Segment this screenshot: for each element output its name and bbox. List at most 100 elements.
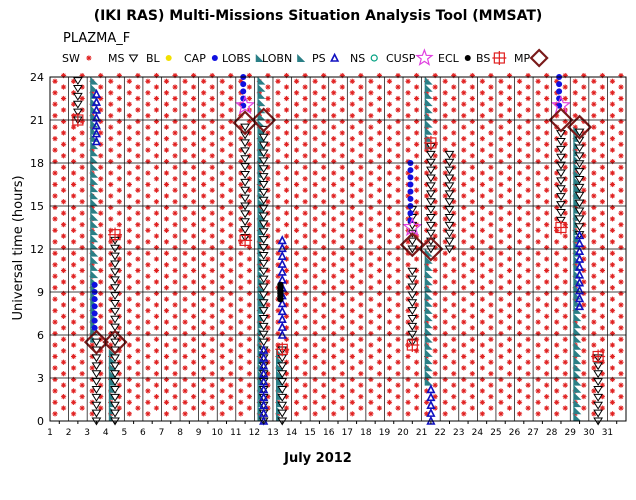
sw-mark bbox=[153, 348, 160, 354]
sw-mark bbox=[488, 130, 494, 136]
sw-mark bbox=[516, 353, 523, 360]
sw-mark bbox=[70, 227, 77, 233]
sw-mark bbox=[331, 193, 337, 199]
sw-mark bbox=[591, 239, 597, 245]
sw-mark bbox=[451, 153, 457, 159]
sw-mark bbox=[79, 348, 85, 354]
lob-mark bbox=[424, 105, 433, 114]
ms-mark bbox=[110, 362, 120, 371]
sw-mark bbox=[201, 90, 207, 96]
sw-mark bbox=[108, 227, 114, 233]
sw-mark bbox=[461, 353, 467, 360]
legend-label-ps: PS bbox=[312, 52, 326, 65]
sw-mark bbox=[339, 359, 345, 365]
sw-mark bbox=[554, 273, 560, 279]
sw-mark bbox=[599, 325, 606, 331]
sw-mark bbox=[163, 250, 170, 256]
ms-mark bbox=[574, 152, 585, 161]
chart-subtitle: PLAZMA_F bbox=[63, 31, 130, 46]
ms-mark bbox=[110, 378, 120, 387]
sw-mark bbox=[376, 141, 383, 147]
sw-mark bbox=[413, 164, 420, 170]
sw-mark bbox=[442, 388, 448, 394]
sw-mark bbox=[302, 84, 308, 90]
sw-mark bbox=[312, 262, 318, 268]
sw-mark bbox=[386, 411, 393, 417]
x-tick-label-6: 6 bbox=[140, 428, 146, 438]
sw-mark bbox=[358, 394, 364, 400]
lob-mark bbox=[257, 83, 266, 92]
sw-mark bbox=[219, 101, 225, 107]
ns-mark bbox=[91, 96, 102, 106]
sw-mark bbox=[246, 267, 252, 274]
sw-mark bbox=[52, 285, 58, 291]
sw-mark bbox=[591, 262, 597, 268]
sw-mark bbox=[544, 233, 550, 239]
sw-mark bbox=[79, 405, 85, 411]
sw-mark bbox=[442, 308, 448, 314]
sw-mark bbox=[581, 325, 587, 331]
sw-mark bbox=[498, 411, 504, 417]
sw-mark bbox=[609, 181, 616, 188]
sw-mark bbox=[283, 176, 290, 182]
lob-mark bbox=[424, 370, 433, 379]
cap-mark bbox=[407, 167, 414, 174]
sw-mark bbox=[98, 302, 104, 308]
sw-mark bbox=[479, 216, 485, 222]
sw-mark bbox=[209, 95, 215, 102]
sw-mark bbox=[70, 193, 77, 199]
sw-mark bbox=[275, 227, 281, 233]
sw-mark bbox=[591, 273, 597, 279]
sw-mark bbox=[618, 164, 624, 170]
sw-mark bbox=[386, 250, 393, 256]
sw-mark bbox=[479, 181, 485, 188]
x-tick-label-18: 18 bbox=[360, 428, 372, 438]
ms-mark bbox=[444, 221, 455, 230]
sw-mark bbox=[479, 353, 485, 360]
sw-mark bbox=[469, 325, 475, 331]
sw-mark bbox=[219, 308, 225, 314]
x-tick-label-25: 25 bbox=[490, 428, 501, 438]
sw-mark bbox=[145, 227, 151, 233]
sw-mark bbox=[525, 336, 531, 342]
sw-mark bbox=[535, 124, 541, 130]
sw-mark bbox=[246, 279, 252, 285]
sw-mark bbox=[89, 388, 95, 394]
sw-mark bbox=[182, 124, 188, 130]
sw-mark bbox=[544, 84, 550, 90]
sw-mark bbox=[405, 147, 411, 153]
sw-mark bbox=[386, 296, 393, 302]
sw-mark bbox=[302, 279, 308, 285]
sw-mark bbox=[498, 136, 504, 142]
sw-mark bbox=[321, 325, 327, 331]
sw-mark bbox=[469, 336, 475, 342]
sw-mark bbox=[321, 153, 327, 159]
ms-mark bbox=[444, 174, 455, 183]
sw-mark bbox=[60, 267, 67, 274]
sw-mark bbox=[618, 336, 624, 342]
sw-mark bbox=[609, 262, 616, 268]
sw-mark bbox=[312, 124, 318, 130]
sw-mark bbox=[219, 353, 225, 360]
sw-mark bbox=[135, 325, 141, 331]
legend-marker-lobs bbox=[255, 54, 264, 62]
sw-mark bbox=[331, 411, 337, 417]
sw-mark bbox=[238, 273, 244, 279]
sw-mark bbox=[201, 101, 207, 107]
sw-mark bbox=[201, 147, 207, 153]
sw-mark bbox=[60, 153, 67, 159]
sw-mark bbox=[386, 273, 393, 279]
sw-mark bbox=[498, 365, 504, 371]
sw-mark bbox=[182, 250, 188, 256]
sw-mark bbox=[228, 107, 234, 113]
sw-mark bbox=[331, 250, 337, 256]
ns-mark bbox=[426, 407, 436, 417]
sw-mark bbox=[70, 342, 77, 348]
sw-mark bbox=[376, 176, 383, 182]
sw-mark bbox=[451, 371, 457, 377]
sw-mark bbox=[79, 210, 85, 216]
sw-mark bbox=[609, 239, 616, 245]
sw-mark bbox=[395, 164, 401, 170]
sw-mark bbox=[562, 279, 568, 285]
sw-mark bbox=[145, 399, 151, 405]
